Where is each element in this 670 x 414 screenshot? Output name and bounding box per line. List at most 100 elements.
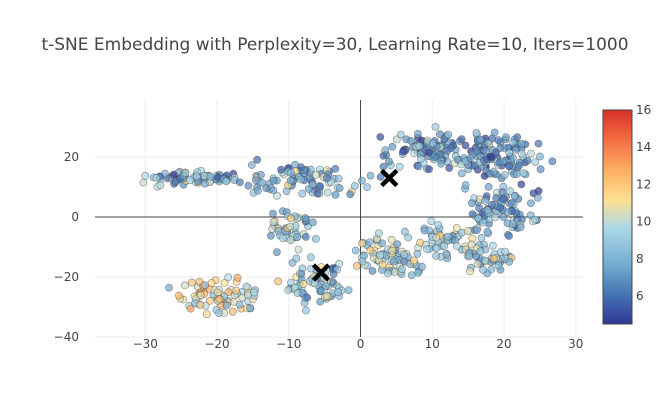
scatter-point: [512, 170, 521, 178]
scatter-point: [444, 130, 453, 139]
scatter-point: [366, 246, 375, 255]
scatter-point: [253, 155, 262, 164]
colorbar-tick-label: 10: [636, 215, 651, 229]
y-axis-ticks: −40 −20 0 20: [54, 150, 79, 344]
scatter-point: [301, 232, 310, 241]
scatter-point: [483, 206, 492, 214]
scatter-point: [431, 123, 440, 131]
scatter-point: [517, 139, 526, 148]
scatter-point: [479, 218, 488, 227]
scatter-point: [531, 158, 540, 166]
scatter-point: [299, 280, 308, 288]
scatter-point: [387, 235, 396, 244]
scatter-point: [308, 218, 317, 227]
colorbar: [602, 109, 633, 325]
scatter-point: [269, 218, 278, 226]
scatter-point: [305, 174, 314, 182]
scatter-point: [141, 171, 150, 180]
scatter-point: [311, 234, 320, 243]
scatter-point: [301, 306, 310, 315]
scatter-point: [316, 297, 325, 306]
scatter-point: [432, 244, 441, 253]
scatter-point: [344, 286, 353, 294]
x-tick-label: −20: [204, 337, 229, 351]
scatter-point: [472, 128, 481, 137]
scatter-point: [509, 220, 517, 228]
scatter-point: [322, 292, 331, 301]
scatter-point: [388, 246, 397, 255]
scatter-point: [498, 157, 507, 166]
scatter-point: [262, 184, 271, 192]
scatter-point: [329, 270, 338, 278]
scatter-point: [357, 176, 366, 185]
scatter-point: [488, 241, 497, 250]
scatter-point: [445, 164, 454, 172]
scatter-point: [220, 278, 229, 287]
x-tick-label: 0: [357, 337, 365, 351]
scatter-point: [527, 199, 535, 208]
scatter-point: [316, 182, 325, 191]
scatter-point: [213, 288, 222, 297]
scatter-point: [488, 200, 496, 209]
scatter-point: [413, 249, 422, 258]
scatter-point: [323, 188, 332, 197]
scatter-point: [472, 252, 480, 261]
scatter-point: [473, 259, 482, 268]
scatter-point: [452, 224, 461, 232]
scatter-point: [452, 242, 461, 250]
scatter-point: [442, 249, 451, 258]
scatter-point: [481, 197, 489, 205]
scatter-point: [476, 247, 485, 256]
scatter-point: [313, 189, 322, 198]
x-tick-label: −30: [133, 337, 158, 351]
scatter-point: [536, 152, 544, 161]
scatter-point: [293, 289, 302, 297]
scatter-point: [443, 146, 452, 155]
scatter-point: [235, 178, 244, 187]
scatter-point: [253, 186, 262, 195]
scatter-point: [472, 226, 481, 235]
scatter-point: [484, 138, 492, 147]
x-tick-label: 20: [496, 337, 511, 351]
scatter-point: [294, 245, 303, 254]
scatter-point: [479, 265, 487, 274]
y-tick-label: 0: [71, 210, 79, 224]
scatter-point: [196, 300, 205, 309]
scatter-point: [363, 183, 371, 191]
scatter-point: [286, 222, 295, 231]
x-tick-label: −10: [276, 337, 301, 351]
scatter-point: [486, 169, 494, 178]
scatter-point: [437, 159, 445, 168]
scatter-point: [484, 182, 493, 191]
scatter-point: [376, 133, 385, 141]
scatter-point: [358, 257, 367, 266]
scatter-point: [215, 295, 224, 304]
scatter-point: [499, 195, 508, 204]
scatter-point: [476, 135, 485, 144]
scatter-point: [413, 129, 422, 138]
scatter-point: [374, 229, 383, 238]
scatter-point: [527, 149, 535, 158]
scatter-point: [415, 142, 424, 150]
scatter-point: [468, 210, 477, 218]
scatter-point: [174, 291, 183, 300]
scatter-point: [169, 170, 178, 179]
scatter-point: [407, 271, 416, 280]
scatter-point: [523, 156, 532, 165]
scatter-point: [224, 273, 233, 282]
scatter-point: [383, 269, 392, 278]
scatter-point: [505, 148, 514, 157]
scatter-point: [246, 304, 254, 312]
scatter-point: [139, 178, 148, 187]
scatter-point: [399, 147, 407, 156]
chart-title: t-SNE Embedding with Perplexity=30, Lear…: [41, 35, 628, 55]
scatter-point: [466, 267, 474, 276]
scatter-point: [467, 240, 476, 249]
scatter-point: [428, 139, 437, 148]
scatter-point: [516, 223, 525, 232]
scatter-point: [292, 254, 301, 263]
scatter-point: [511, 145, 520, 154]
scatter-point: [205, 296, 214, 305]
scatter-point: [207, 279, 216, 287]
